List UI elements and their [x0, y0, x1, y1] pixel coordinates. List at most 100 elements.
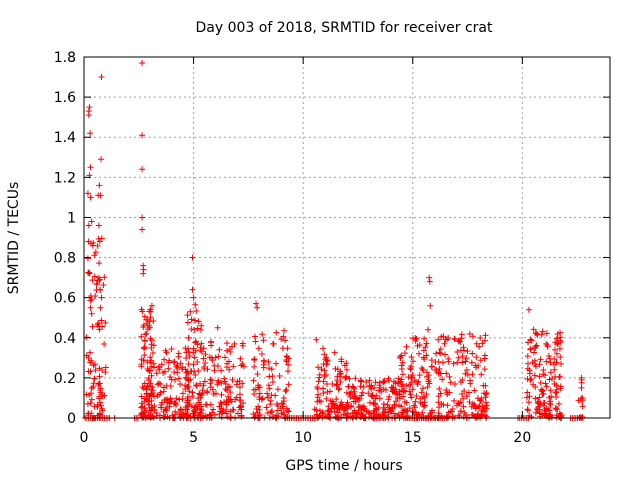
data-point [162, 347, 169, 354]
data-point [239, 360, 246, 367]
data-point [399, 409, 406, 416]
data-point [84, 190, 91, 197]
data-point [416, 372, 423, 379]
data-point [390, 410, 397, 417]
data-point [536, 373, 543, 380]
data-point [338, 356, 345, 363]
data-point [460, 395, 467, 402]
data-point [481, 337, 488, 344]
data-point [415, 411, 422, 418]
data-point [421, 402, 428, 409]
data-point [315, 413, 322, 420]
y-tick-label: 0.8 [54, 251, 76, 267]
data-point [533, 405, 540, 412]
data-point [267, 409, 274, 416]
data-point [403, 399, 410, 406]
data-point [194, 325, 201, 332]
data-point [158, 404, 165, 411]
data-point [96, 365, 103, 372]
data-point [96, 395, 103, 402]
data-point [278, 336, 285, 343]
data-point [219, 409, 226, 416]
data-point [279, 403, 286, 410]
data-point [185, 377, 192, 384]
data-point [321, 373, 328, 380]
data-point [527, 346, 534, 353]
data-point [381, 378, 388, 385]
data-point [274, 386, 281, 393]
data-point [260, 337, 267, 344]
data-point [88, 310, 95, 317]
data-point [147, 354, 154, 361]
data-point [331, 402, 338, 409]
data-point [474, 395, 481, 402]
x-tick-label: 10 [294, 430, 312, 446]
data-point [459, 359, 466, 366]
data-point [197, 346, 204, 353]
data-point [139, 226, 146, 233]
data-point [422, 344, 429, 351]
data-point [251, 333, 258, 340]
data-point [85, 112, 92, 119]
data-point [201, 378, 208, 385]
data-point [380, 379, 387, 386]
data-point [98, 294, 105, 301]
data-point [337, 368, 344, 375]
data-point [445, 334, 452, 341]
data-point [469, 350, 476, 357]
data-point [466, 389, 473, 396]
data-point [427, 302, 434, 309]
data-point [363, 407, 370, 414]
data-point [555, 400, 562, 407]
data-point [282, 337, 289, 344]
data-point [399, 359, 406, 366]
data-point [191, 326, 198, 333]
data-point [372, 395, 379, 402]
data-point [578, 384, 585, 391]
data-point [142, 407, 149, 414]
data-point [524, 375, 531, 382]
data-point [139, 214, 146, 221]
data-point [317, 398, 324, 405]
data-point [95, 323, 102, 330]
data-point [161, 356, 168, 363]
data-point [436, 349, 443, 356]
data-point [228, 398, 235, 405]
data-point [482, 394, 489, 401]
data-point [168, 346, 175, 353]
data-point [87, 400, 94, 407]
y-tick-label: 0.4 [54, 331, 76, 347]
x-axis-label: GPS time / hours [285, 458, 402, 474]
data-point [358, 392, 365, 399]
data-point [316, 374, 323, 381]
data-point [175, 375, 182, 382]
data-point [86, 104, 93, 111]
data-point [285, 361, 292, 368]
data-point [202, 401, 209, 408]
data-point [160, 388, 167, 395]
data-point [251, 363, 258, 370]
data-point [467, 380, 474, 387]
data-point [385, 409, 392, 416]
data-point [235, 410, 242, 417]
data-point [325, 403, 332, 410]
data-point [147, 308, 154, 315]
data-point [192, 301, 199, 308]
data-point [337, 373, 344, 380]
data-point [323, 354, 330, 361]
data-point [435, 399, 442, 406]
data-point [398, 362, 405, 369]
data-point [146, 392, 153, 399]
data-point [442, 351, 449, 358]
data-point [358, 407, 365, 414]
data-point [553, 386, 560, 393]
data-point [210, 406, 217, 413]
data-point [437, 346, 444, 353]
data-point [407, 366, 414, 373]
data-point [138, 411, 145, 418]
data-point [458, 331, 465, 338]
data-point [454, 359, 461, 366]
data-point [527, 345, 534, 352]
data-point [92, 249, 99, 256]
data-point [463, 393, 470, 400]
